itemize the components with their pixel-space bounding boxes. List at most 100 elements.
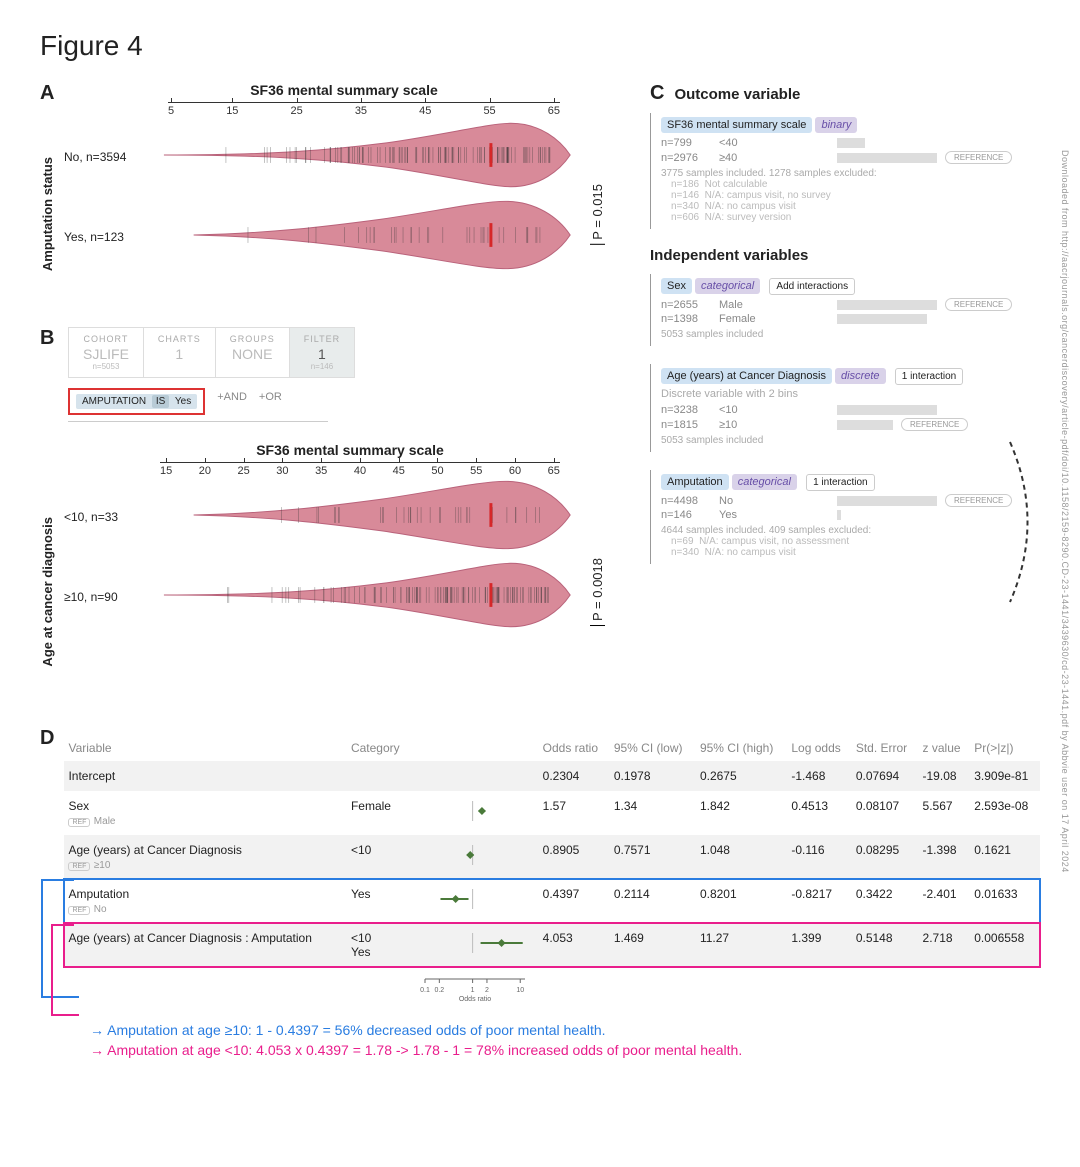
reference-pill: REFERENCE bbox=[901, 418, 968, 431]
violin-label: Yes, n=123 bbox=[64, 230, 154, 244]
interaction-link-icon bbox=[990, 432, 1050, 612]
svg-text:0.1: 0.1 bbox=[420, 987, 430, 994]
filter-tab[interactable]: COHORTSJLIFEn=5053 bbox=[69, 328, 144, 377]
svg-text:2: 2 bbox=[485, 987, 489, 994]
violin-plot bbox=[154, 115, 590, 200]
panel-a-violins: No, n=3594 Yes, n=123 bbox=[64, 117, 590, 311]
violin-plot bbox=[154, 195, 590, 280]
count-bar bbox=[837, 510, 841, 520]
and-button[interactable]: +AND bbox=[217, 391, 247, 403]
panel-a-pvalue: P = 0.015 bbox=[590, 184, 605, 245]
conclusion-text: → Amputation at age ≥10: 1 - 0.4397 = 56… bbox=[90, 1022, 1040, 1038]
panel-b-ylabel: Age at cancer diagnosis bbox=[40, 477, 64, 707]
forest-plot bbox=[415, 931, 535, 955]
type-chip[interactable]: categorical bbox=[695, 278, 760, 294]
table-header: 95% CI (low) bbox=[610, 735, 696, 761]
table-header: z value bbox=[919, 735, 971, 761]
violin-plot bbox=[154, 555, 590, 640]
amputation-card: Amputation categorical 1 interaction n=4… bbox=[650, 470, 1040, 564]
filter-tabs: COHORTSJLIFEn=5053CHARTS1GROUPSNONEFILTE… bbox=[68, 327, 355, 378]
variable-chip[interactable]: Amputation bbox=[661, 474, 729, 490]
panel-b-violins: <10, n=33 ≥10, n=90 bbox=[64, 477, 590, 707]
table-header bbox=[411, 735, 539, 761]
table-header: Category bbox=[347, 735, 411, 761]
sex-card: Sex categorical Add interactions n=2655M… bbox=[650, 274, 1040, 346]
table-row: Intercept 0.23040.19780.2675-1.4680.0769… bbox=[64, 761, 1040, 791]
violin-plot bbox=[154, 475, 590, 560]
filter-var: AMPUTATION bbox=[82, 396, 146, 407]
panel-a-ylabel: Amputation status bbox=[40, 117, 64, 311]
table-header: Odds ratio bbox=[539, 735, 610, 761]
table-row: Age (years) at Cancer Diagnosis : Amputa… bbox=[64, 923, 1040, 967]
indep-heading: Independent variables bbox=[650, 247, 1040, 264]
svg-text:Odds ratio: Odds ratio bbox=[458, 996, 490, 1003]
extra-chip[interactable]: Add interactions bbox=[769, 278, 855, 295]
regression-table: VariableCategoryOdds ratio95% CI (low)95… bbox=[64, 735, 1040, 1014]
outcome-heading: Outcome variable bbox=[674, 86, 800, 103]
table-row: AmputationREF No Yes 0.43970.21140.8201-… bbox=[64, 879, 1040, 923]
variable-chip[interactable]: Sex bbox=[661, 278, 692, 294]
forest-plot bbox=[415, 843, 535, 867]
type-chip[interactable]: categorical bbox=[732, 474, 797, 490]
table-header: Std. Error bbox=[852, 735, 919, 761]
table-header: 95% CI (high) bbox=[696, 735, 787, 761]
count-row: n=799<40 bbox=[661, 137, 1040, 149]
table-row: Age (years) at Cancer DiagnosisREF ≥10 <… bbox=[64, 835, 1040, 879]
count-row: n=2655Male REFERENCE bbox=[661, 298, 1040, 311]
svg-text:1: 1 bbox=[470, 987, 474, 994]
variable-chip[interactable]: Age (years) at Cancer Diagnosis bbox=[661, 368, 832, 384]
violin-label: <10, n=33 bbox=[64, 510, 154, 524]
figure-title: Figure 4 bbox=[40, 30, 1040, 62]
panel-b-axis-title: SF36 mental summary scale bbox=[140, 442, 560, 458]
filter-tab[interactable]: GROUPSNONE bbox=[216, 328, 290, 377]
count-row: n=4498No REFERENCE bbox=[661, 494, 1040, 507]
panel-d: D VariableCategoryOdds ratio95% CI (low)… bbox=[40, 727, 1040, 1058]
panel-d-letter: D bbox=[40, 727, 54, 750]
forest-plot bbox=[415, 887, 535, 911]
panel-b-letter: B bbox=[40, 327, 68, 350]
outcome-card: SF36 mental summary scale binary n=799<4… bbox=[650, 113, 1040, 229]
extra-chip[interactable]: 1 interaction bbox=[806, 474, 874, 491]
filter-chip-row: AMPUTATION IS Yes bbox=[68, 388, 205, 415]
panel-b: B COHORTSJLIFEn=5053CHARTS1GROUPSNONEFIL… bbox=[40, 327, 620, 707]
filter-tab[interactable]: CHARTS1 bbox=[144, 328, 216, 377]
panel-c: C Outcome variable SF36 mental summary s… bbox=[620, 82, 1040, 707]
forest-axis: 0.10.21210Odds ratio bbox=[415, 975, 535, 1003]
count-bar bbox=[837, 153, 937, 163]
filter-tab[interactable]: FILTER1n=146 bbox=[290, 328, 354, 377]
table-header: Log odds bbox=[787, 735, 851, 761]
connector-lines-icon bbox=[34, 877, 84, 1077]
count-row: n=146Yes bbox=[661, 509, 1040, 521]
table-header: Variable bbox=[64, 735, 346, 761]
panel-c-letter: C bbox=[650, 82, 664, 105]
count-bar bbox=[837, 314, 927, 324]
filter-pill[interactable]: AMPUTATION IS Yes bbox=[76, 394, 197, 409]
count-row: n=1815≥10 REFERENCE bbox=[661, 418, 1040, 431]
count-bar bbox=[837, 420, 893, 430]
panel-a-axis: 5152535455565 bbox=[168, 102, 560, 117]
or-button[interactable]: +OR bbox=[259, 391, 282, 403]
panel-a: A SF36 mental summary scale 515253545556… bbox=[40, 82, 620, 311]
type-chip[interactable]: binary bbox=[815, 117, 857, 133]
count-bar bbox=[837, 138, 865, 148]
svg-text:0.2: 0.2 bbox=[434, 987, 444, 994]
conclusions: → Amputation at age ≥10: 1 - 0.4397 = 56… bbox=[40, 1022, 1040, 1058]
extra-chip[interactable]: 1 interaction bbox=[895, 368, 963, 385]
filter-op: IS bbox=[152, 395, 169, 408]
reference-pill: REFERENCE bbox=[945, 298, 1012, 311]
count-row: n=1398Female bbox=[661, 313, 1040, 325]
forest-plot bbox=[415, 799, 535, 823]
violin-label: ≥10, n=90 bbox=[64, 590, 154, 604]
violin-label: No, n=3594 bbox=[64, 150, 154, 164]
count-bar bbox=[837, 300, 937, 310]
download-watermark: Downloaded from http://aacrjournals.org/… bbox=[1060, 150, 1070, 873]
reference-pill: REFERENCE bbox=[945, 151, 1012, 164]
count-row: n=2976≥40 REFERENCE bbox=[661, 151, 1040, 164]
variable-chip[interactable]: SF36 mental summary scale bbox=[661, 117, 812, 133]
conclusion-text: → Amputation at age <10: 4.053 x 0.4397 … bbox=[90, 1042, 1040, 1058]
type-chip[interactable]: discrete bbox=[835, 368, 886, 384]
panel-b-axis: 1520253035404550556065 bbox=[160, 462, 560, 477]
panel-b-pvalue: P = 0.0018 bbox=[590, 558, 605, 626]
count-bar bbox=[837, 496, 937, 506]
table-header: Pr(>|z|) bbox=[970, 735, 1040, 761]
